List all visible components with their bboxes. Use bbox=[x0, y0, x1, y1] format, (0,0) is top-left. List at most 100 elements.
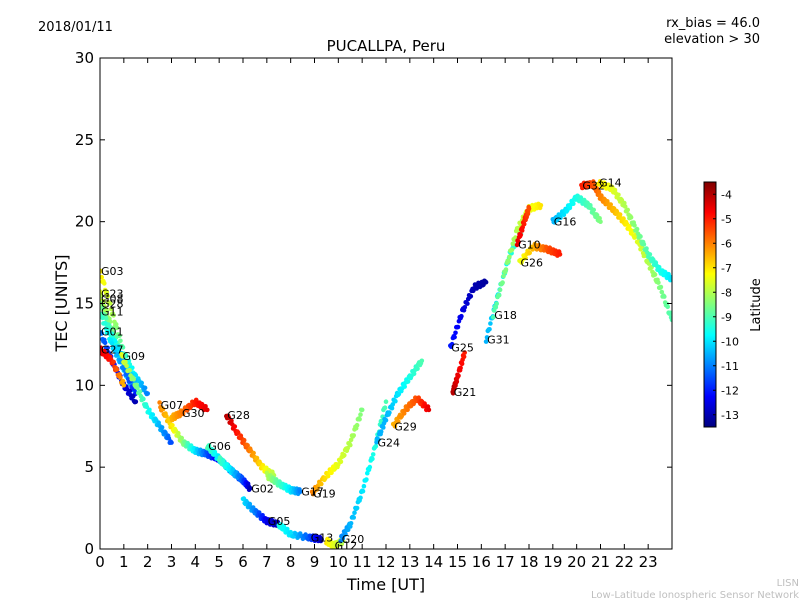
x-tick-label: 13 bbox=[400, 553, 419, 571]
tec-point bbox=[516, 239, 521, 245]
tec-point bbox=[393, 398, 398, 404]
tec-point bbox=[488, 321, 493, 326]
trace-g10 bbox=[514, 204, 532, 248]
tec-point bbox=[616, 192, 621, 198]
x-tick-label: 17 bbox=[496, 553, 515, 571]
tec-point bbox=[100, 331, 104, 336]
tec-point bbox=[314, 487, 320, 492]
tec-point bbox=[124, 363, 129, 369]
tec-point bbox=[179, 435, 184, 441]
tec-point bbox=[133, 399, 139, 405]
x-tick-label: 0 bbox=[95, 553, 105, 571]
prn-label-g31: G31 bbox=[487, 334, 510, 347]
tec-point bbox=[669, 317, 672, 323]
tec-point bbox=[232, 424, 238, 429]
trace-g24 bbox=[374, 358, 425, 445]
tec-point bbox=[160, 406, 166, 412]
tec-point bbox=[416, 395, 422, 401]
chart-title: PUCALLPA, Peru bbox=[327, 37, 446, 55]
tec-point bbox=[656, 280, 661, 285]
trace-g19 bbox=[309, 407, 365, 497]
x-tick-label: 22 bbox=[615, 553, 634, 571]
tec-point bbox=[133, 373, 139, 378]
prn-label-g11: G11 bbox=[101, 306, 124, 319]
tec-point bbox=[139, 380, 144, 386]
trace-g02 bbox=[216, 455, 253, 493]
tec-point bbox=[343, 532, 348, 537]
tec-point bbox=[150, 412, 156, 417]
tec-point bbox=[105, 345, 110, 351]
tec-point bbox=[521, 221, 527, 227]
tec-point bbox=[501, 273, 506, 279]
tec-point bbox=[111, 359, 116, 365]
x-tick-label: 16 bbox=[472, 553, 491, 571]
tec-point bbox=[104, 308, 110, 314]
tec-point bbox=[360, 488, 366, 494]
tec-point bbox=[483, 339, 489, 344]
prn-label-g23: G23 bbox=[101, 288, 124, 301]
tec-point bbox=[104, 289, 110, 295]
tec-point bbox=[621, 216, 626, 221]
tec-point bbox=[354, 505, 360, 511]
tec-point bbox=[599, 193, 604, 198]
tec-point bbox=[523, 255, 528, 261]
prn-label-g06: G06 bbox=[208, 440, 231, 453]
tec-point bbox=[109, 341, 115, 346]
tec-point bbox=[594, 212, 600, 218]
trace-g14 bbox=[595, 179, 672, 283]
tec-point bbox=[100, 289, 103, 294]
prn-label-g27: G27 bbox=[101, 343, 124, 356]
prn-label-g18: G18 bbox=[494, 309, 517, 322]
tec-point bbox=[120, 354, 125, 359]
tec-point bbox=[390, 402, 396, 407]
tec-point bbox=[627, 223, 632, 229]
trace-g32 bbox=[579, 179, 672, 323]
x-tick-label: 11 bbox=[353, 553, 372, 571]
tec-point bbox=[170, 423, 175, 428]
tec-point bbox=[644, 246, 649, 251]
tec-point bbox=[617, 212, 623, 217]
y-tick-label: 15 bbox=[75, 295, 94, 313]
prn-label-g01: G01 bbox=[101, 325, 124, 338]
tec-point bbox=[348, 437, 354, 443]
tec-point bbox=[358, 495, 363, 501]
tec-point bbox=[484, 335, 490, 340]
tec-point bbox=[365, 470, 370, 476]
tec-point bbox=[561, 212, 567, 218]
tec-point bbox=[459, 313, 464, 319]
tec-point bbox=[652, 272, 658, 277]
tec-point bbox=[319, 481, 324, 487]
tec-point bbox=[456, 373, 461, 379]
tec-point bbox=[510, 241, 516, 247]
tec-point bbox=[205, 407, 210, 413]
tec-point bbox=[458, 365, 463, 371]
y-tick-label: 25 bbox=[75, 131, 94, 149]
tec-point bbox=[591, 179, 596, 184]
tec-point bbox=[659, 289, 665, 295]
tec-point bbox=[120, 378, 126, 384]
tec-point bbox=[100, 274, 104, 280]
tec-point bbox=[131, 376, 136, 382]
tec-point bbox=[147, 407, 152, 413]
tec-point bbox=[100, 305, 105, 311]
prn-label-g25: G25 bbox=[451, 342, 474, 355]
tec-point bbox=[105, 293, 110, 299]
tec-point bbox=[115, 352, 121, 357]
tec-point bbox=[319, 536, 324, 542]
x-tick-label: 10 bbox=[329, 553, 348, 571]
tec-point bbox=[622, 200, 627, 206]
tec-point bbox=[496, 293, 502, 298]
tec-point bbox=[557, 252, 563, 257]
trace-g21 bbox=[450, 350, 468, 396]
tec-point bbox=[123, 359, 128, 365]
prn-label-g30: G30 bbox=[182, 407, 205, 420]
x-tick-label: 2 bbox=[143, 553, 153, 571]
tec-point bbox=[415, 366, 420, 372]
tec-point bbox=[358, 412, 363, 417]
prn-label-g28: G28 bbox=[101, 298, 124, 311]
tec-point bbox=[352, 510, 357, 515]
tec-point bbox=[245, 443, 250, 448]
colorbar-tick-label: -8 bbox=[721, 286, 732, 299]
tec-point bbox=[348, 521, 354, 526]
trace-g09 bbox=[119, 352, 174, 446]
